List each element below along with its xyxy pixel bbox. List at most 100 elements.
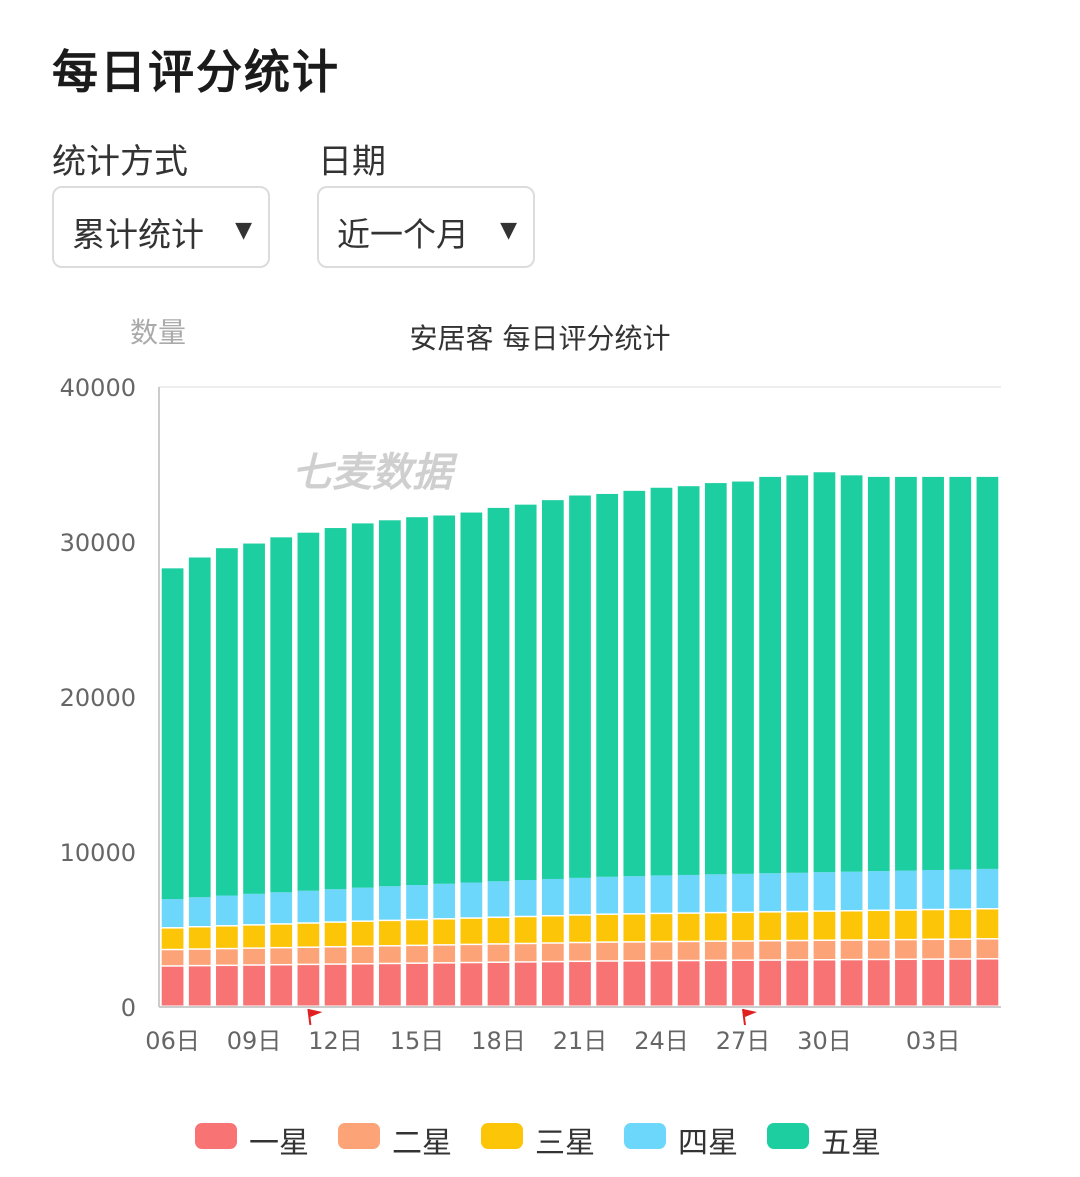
bar-segment <box>922 476 944 870</box>
bar-segment <box>433 883 456 919</box>
y-tick-label: 10000 <box>60 839 136 867</box>
bar-segment <box>216 895 238 926</box>
bar-segment <box>677 913 700 941</box>
stacked-bar-chart: 数量 安居客 每日评分统计 七麦数据 0 10000 20000 30000 40000… <box>60 316 1001 1055</box>
bar-segment <box>514 944 537 962</box>
bar-segment <box>650 942 673 960</box>
bar-segment <box>732 960 754 1006</box>
legend-swatch <box>624 1123 666 1149</box>
bar-segment <box>759 912 781 940</box>
bar-segment <box>569 962 591 1006</box>
bar-segment <box>840 960 863 1006</box>
bar-segment <box>161 568 184 900</box>
bar-segment <box>270 965 293 1006</box>
bar-segment <box>650 914 673 941</box>
bar-segment <box>460 963 483 1006</box>
bar-segment <box>188 557 211 898</box>
bar-segment <box>677 486 700 875</box>
bar-segment <box>867 940 890 959</box>
event-marker-flag-icon[interactable] <box>308 1009 323 1017</box>
bar-segment <box>677 961 700 1006</box>
x-tick-label: 18日 <box>471 1027 526 1055</box>
bar-segment <box>732 913 754 941</box>
bar-segment <box>704 874 727 912</box>
legend-label: 一星 <box>249 1126 309 1161</box>
bar-segment <box>596 876 619 914</box>
bar-segment <box>840 871 863 911</box>
legend-swatch <box>338 1123 380 1149</box>
date-select[interactable]: 近一个月 ▼ <box>317 186 535 268</box>
bar-segment <box>161 928 184 949</box>
event-marker-flag-icon[interactable] <box>742 1009 757 1017</box>
bar-segment <box>161 899 184 928</box>
bar-segment <box>324 964 347 1006</box>
bar-segment <box>840 940 863 959</box>
event-marker-pole <box>307 1008 312 1026</box>
watermark: 七麦数据 <box>292 450 458 496</box>
legend-label: 五星 <box>821 1126 881 1161</box>
bar-segment <box>297 923 320 947</box>
stat-method-select[interactable]: 累计统计 ▼ <box>52 186 270 268</box>
bar-segment <box>216 548 238 896</box>
bar-segment <box>379 946 401 963</box>
bar-segment <box>487 962 510 1006</box>
bar-segment <box>379 520 401 887</box>
bar-segment <box>324 947 347 964</box>
legend-swatch <box>481 1123 523 1149</box>
page-title: 每日评分统计 <box>52 45 340 99</box>
bar-segment <box>922 940 944 959</box>
bar-segment <box>243 893 265 925</box>
bar-segment <box>786 960 809 1006</box>
y-tick-label: 20000 <box>60 684 136 712</box>
bar-segment <box>759 873 781 912</box>
bar-segment <box>216 926 238 948</box>
bar-segment <box>759 941 781 960</box>
bar-segment <box>297 947 320 964</box>
bar-segment <box>351 947 374 964</box>
bar-segment <box>704 941 727 960</box>
bar-segment <box>677 942 700 960</box>
bar-segment <box>895 940 917 959</box>
y-tick-label: 0 <box>121 994 136 1022</box>
bar-segment <box>433 515 456 884</box>
bar-segment <box>243 543 265 894</box>
bar-segment <box>324 889 347 922</box>
bar-segment <box>840 911 863 940</box>
bar-segment <box>433 945 456 963</box>
bar-segment <box>922 959 944 1006</box>
bar-segment <box>514 504 537 881</box>
bar-segment <box>161 966 184 1006</box>
bar-segment <box>867 911 890 940</box>
bar-segment <box>867 871 890 910</box>
bar-segment <box>541 878 564 915</box>
bar-segment <box>243 965 265 1006</box>
plot-area: 0 10000 20000 30000 40000 06日 09日 12日 15日 18日 21日 2… <box>60 374 1001 1055</box>
bar-segment <box>596 914 619 942</box>
bar-segment <box>895 910 917 939</box>
bar-segment <box>895 870 917 910</box>
bar-segment <box>786 872 809 911</box>
bar-segment <box>541 916 564 943</box>
bar-segment <box>460 945 483 962</box>
bar-segment <box>759 476 781 874</box>
bar-segment <box>406 517 428 886</box>
bar-segment <box>188 966 211 1006</box>
bar-segment <box>270 924 293 947</box>
bar-segment <box>161 950 184 966</box>
legend: 一星 二星 三星 四星 五星 <box>0 1118 1080 1161</box>
x-tick-label: 06日 <box>145 1027 200 1055</box>
bar-segment <box>922 869 944 909</box>
y-tick-label: 40000 <box>60 374 136 402</box>
bar-segment <box>270 948 293 964</box>
bar-segment <box>460 882 483 918</box>
date-value: 近一个月 <box>337 215 469 254</box>
bar-segment <box>216 966 238 1006</box>
bar-segment <box>867 960 890 1006</box>
bar-segment <box>732 873 754 912</box>
bar-segment <box>243 948 265 965</box>
bar-segment <box>351 964 374 1006</box>
x-tick-label: 24日 <box>634 1027 689 1055</box>
bar-segment <box>895 476 917 871</box>
bar-segment <box>976 939 999 959</box>
bar-segment <box>487 507 510 882</box>
